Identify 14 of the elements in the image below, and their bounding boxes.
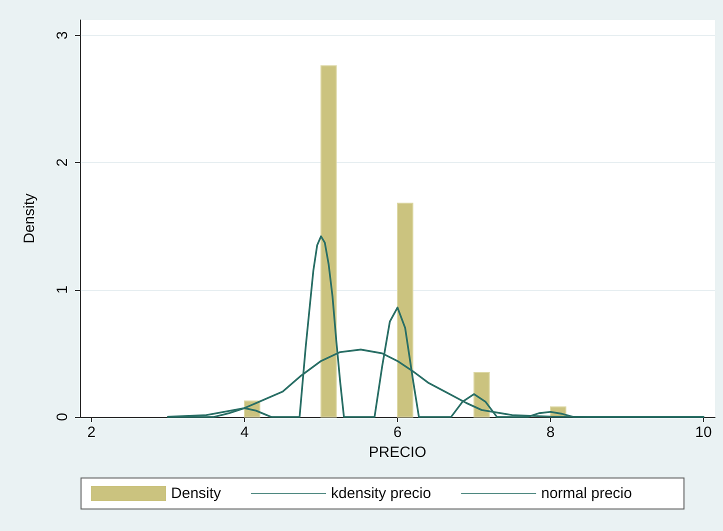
x-tick-label: 6 <box>393 424 402 441</box>
legend-label: kdensity precio <box>331 485 432 502</box>
y-axis-title: Density <box>21 193 38 244</box>
x-tick-label: 8 <box>546 424 555 441</box>
legend-label: normal precio <box>541 485 632 502</box>
legend-label: Density <box>171 485 222 502</box>
x-axis-title: PRECIO <box>368 444 426 461</box>
x-tick-label: 10 <box>695 424 712 441</box>
x-tick-label: 2 <box>87 424 96 441</box>
y-tick-label: 0 <box>54 412 71 422</box>
y-tick-label: 3 <box>54 31 71 40</box>
x-tick-label: 4 <box>240 424 249 441</box>
y-tick-label: 1 <box>54 286 71 294</box>
y-tick-label: 2 <box>54 158 71 167</box>
